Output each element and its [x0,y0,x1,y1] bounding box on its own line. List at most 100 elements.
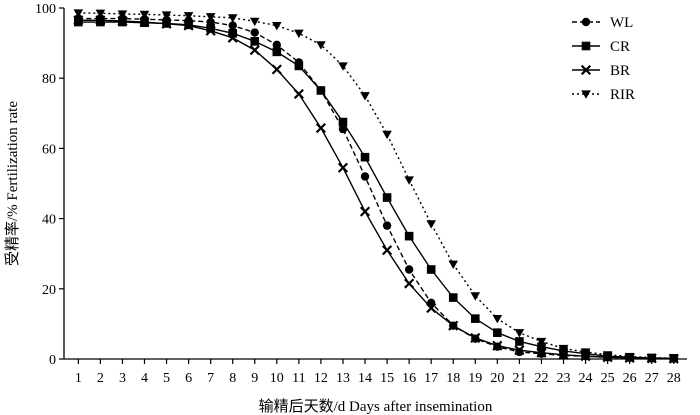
x-tick-label: 15 [380,371,394,386]
y-tick-label: 40 [42,213,56,228]
series-layer [73,9,679,364]
data-point [470,314,480,323]
data-point [382,245,393,256]
data-point [205,13,216,22]
y-axis-label: 受精率/% Fertilization rate [4,101,21,266]
x-tick-label: 26 [623,371,637,386]
legend-item-wl: WL [572,15,633,31]
legend-marker [581,90,591,99]
data-point [668,354,679,364]
data-point [515,337,524,346]
series-rir [73,9,679,364]
data-point [316,41,326,50]
data-point [359,206,371,217]
data-point [205,25,216,36]
data-point [161,11,172,20]
x-tick-label: 1 [75,371,82,386]
x-tick-label: 7 [207,371,214,386]
data-point [316,86,326,95]
data-point [139,10,150,20]
data-point [271,64,282,75]
data-point [536,337,547,347]
data-point [360,152,370,162]
data-point [470,332,481,344]
data-point [448,320,459,331]
legend-marker [580,64,592,76]
x-tick-label: 3 [119,371,126,386]
data-point [272,47,282,57]
data-point [338,62,348,71]
data-point [426,303,437,314]
data-point [382,130,392,140]
y-tick-label: 80 [42,72,56,87]
data-point [183,12,194,21]
x-tick-label: 16 [402,371,416,386]
data-point [624,352,635,362]
data-point [95,15,106,26]
data-point [646,353,657,363]
legend-label: RIR [610,87,635,103]
x-tick-label: 4 [141,371,148,386]
data-point [580,348,591,357]
x-tick-label: 18 [446,371,460,386]
data-point [206,24,215,33]
data-point [537,342,546,352]
data-point [382,221,392,230]
x-tick-label: 17 [424,371,438,386]
data-point [117,15,128,27]
y-tick-label: 100 [35,2,56,17]
legend-label: BR [610,63,630,79]
data-point [228,28,238,38]
data-point [294,61,304,71]
data-point [493,328,502,337]
data-point [426,265,436,274]
x-tick-label: 28 [667,371,681,386]
x-tick-label: 24 [579,371,593,386]
x-tick-label: 13 [336,371,350,386]
data-point [139,16,150,28]
data-point [492,315,503,324]
data-point [558,349,569,360]
data-point [228,21,237,30]
x-tick-label: 19 [468,371,482,386]
data-point [227,32,238,43]
legend-item-br: BR [572,63,630,79]
data-point [272,40,282,50]
data-point [250,37,260,46]
data-point [272,21,282,31]
data-point [73,9,84,18]
data-point [404,278,415,289]
series-wl [74,14,678,363]
data-point [96,17,105,27]
data-point [492,340,503,351]
x-tick-label: 20 [490,371,504,386]
data-point [382,193,392,202]
data-point [250,28,259,37]
data-point [183,20,194,31]
x-tick-label: 5 [163,371,170,386]
x-tick-label: 8 [229,371,236,386]
data-point [360,172,370,181]
legend-item-cr: CR [572,39,630,55]
data-point [426,220,436,229]
data-point [294,29,304,39]
data-point [117,10,128,19]
data-point [536,347,547,358]
data-point [470,292,481,301]
data-point [448,260,459,270]
legend-label: WL [610,15,633,31]
x-tick-label: 2 [97,371,104,386]
x-tick-label: 23 [557,371,571,386]
x-tick-label: 27 [645,371,659,386]
x-tick-label: 10 [270,371,284,386]
data-point [558,344,569,354]
y-tick-label: 20 [42,283,56,298]
legend-marker [581,17,591,27]
data-point [448,293,458,302]
data-point [404,265,414,274]
x-tick-label: 25 [601,371,615,386]
legend-marker [581,41,591,51]
data-point [514,345,525,356]
